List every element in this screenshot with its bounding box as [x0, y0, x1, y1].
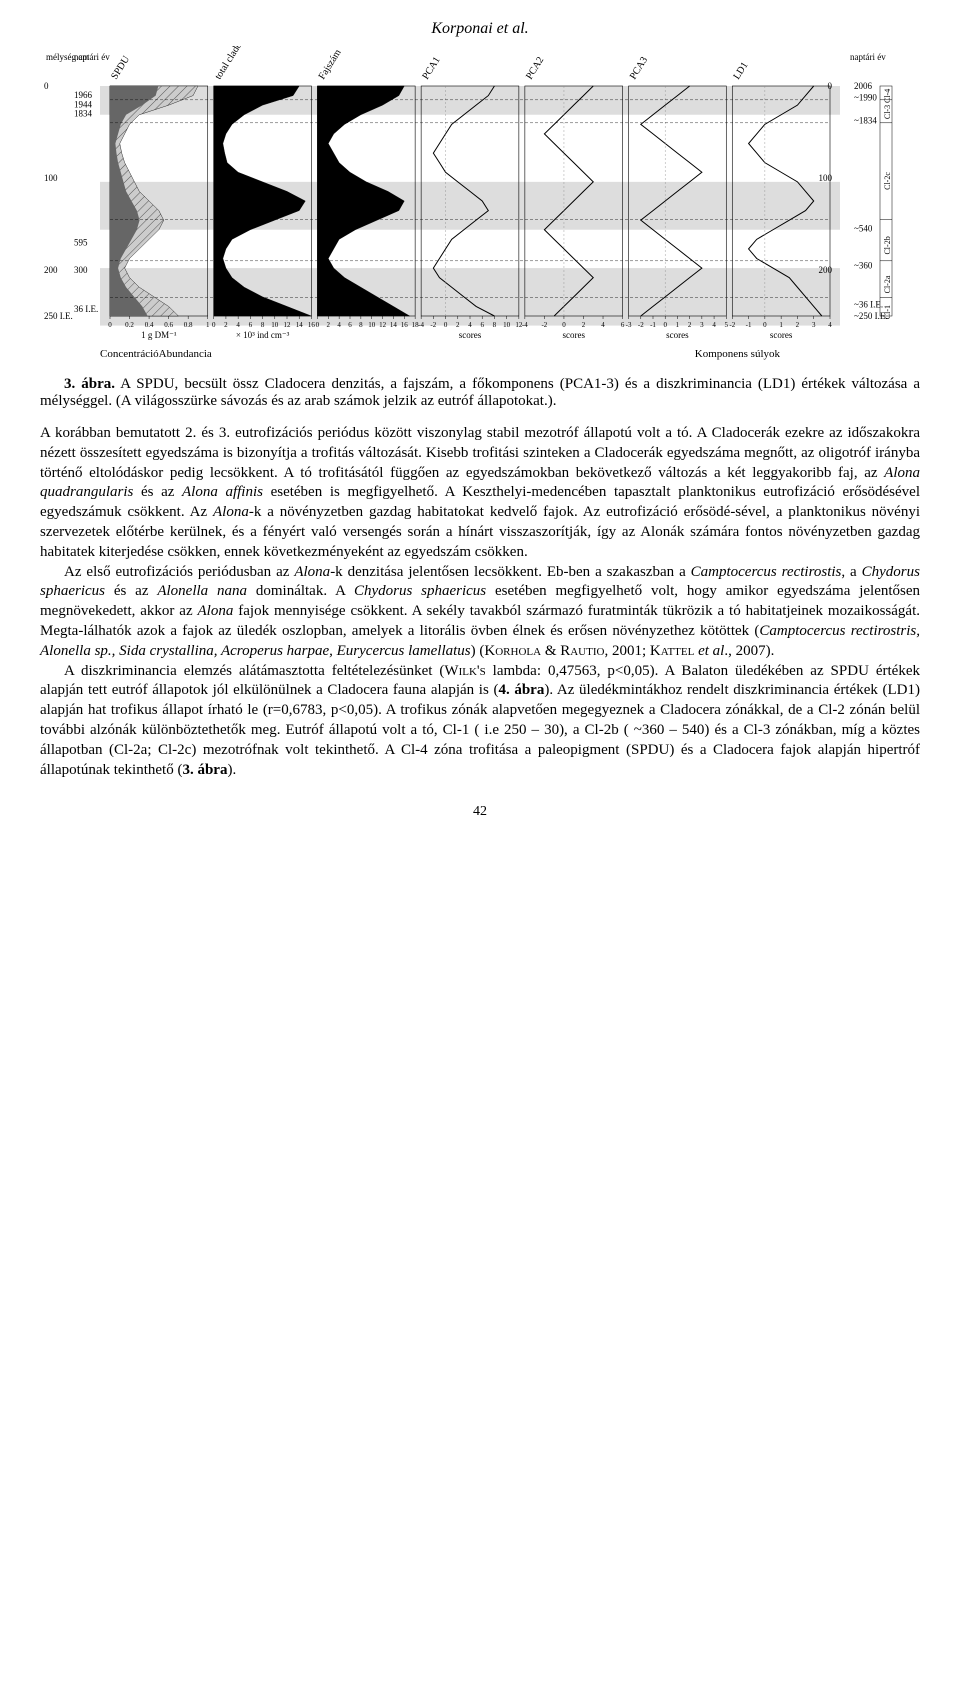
svg-text:4: 4 [601, 321, 605, 329]
svg-text:Cl-4: Cl-4 [883, 89, 892, 103]
svg-text:~540: ~540 [854, 224, 873, 234]
svg-text:2: 2 [327, 321, 331, 329]
svg-text:595: 595 [74, 237, 88, 247]
svg-text:1834: 1834 [74, 109, 93, 119]
svg-text:12: 12 [284, 321, 292, 329]
svg-text:-3: -3 [626, 321, 632, 329]
svg-text:~1990: ~1990 [854, 93, 877, 103]
svg-text:10: 10 [368, 321, 376, 329]
svg-text:scores: scores [459, 330, 482, 340]
svg-text:36 I.E.: 36 I.E. [74, 304, 98, 314]
svg-text:2: 2 [796, 321, 800, 329]
svg-text:10: 10 [271, 321, 279, 329]
svg-text:16: 16 [308, 321, 316, 329]
svg-text:~36 I.E.: ~36 I.E. [854, 300, 883, 310]
svg-text:-4: -4 [522, 321, 528, 329]
paragraph-2: Az első eutrofizációs periódusban az Alo… [40, 563, 920, 662]
svg-text:scores: scores [666, 330, 689, 340]
svg-text:Cl-2a: Cl-2a [883, 275, 892, 293]
svg-text:2: 2 [582, 321, 586, 329]
svg-text:-2: -2 [729, 321, 735, 329]
svg-text:Cl-1: Cl-1 [883, 305, 892, 319]
svg-text:0: 0 [562, 321, 566, 329]
svg-text:12: 12 [379, 321, 387, 329]
stratigraphic-chart: mélység cmnaptári év0100200250 I.E.19661… [40, 46, 920, 360]
svg-text:5: 5 [725, 321, 729, 329]
svg-text:8: 8 [261, 321, 265, 329]
svg-text:4: 4 [828, 321, 832, 329]
svg-text:1 g DM⁻¹: 1 g DM⁻¹ [141, 330, 177, 340]
label-abundance: Abundancia [159, 348, 212, 360]
svg-text:0.4: 0.4 [145, 321, 154, 329]
svg-text:naptári év: naptári év [74, 52, 110, 62]
figure-caption-text: A SPDU, becsült össz Cladocera denzitás,… [40, 376, 920, 409]
svg-text:-1: -1 [650, 321, 656, 329]
svg-text:-2: -2 [638, 321, 644, 329]
svg-text:0.6: 0.6 [164, 321, 173, 329]
svg-text:100: 100 [44, 173, 58, 183]
svg-text:0: 0 [316, 321, 320, 329]
svg-text:8: 8 [359, 321, 363, 329]
svg-text:2: 2 [224, 321, 228, 329]
svg-text:3: 3 [812, 321, 816, 329]
svg-text:6: 6 [621, 321, 625, 329]
svg-text:-1: -1 [746, 321, 752, 329]
svg-text:0: 0 [44, 81, 49, 91]
svg-text:scores: scores [770, 330, 793, 340]
svg-text:14: 14 [296, 321, 304, 329]
svg-text:Cl-2c: Cl-2c [883, 172, 892, 190]
svg-text:0.8: 0.8 [184, 321, 193, 329]
svg-text:6: 6 [480, 321, 484, 329]
svg-text:16: 16 [401, 321, 409, 329]
svg-text:~360: ~360 [854, 260, 873, 270]
paragraph-1: A korábban bemutatott 2. és 3. eutrofizá… [40, 424, 920, 563]
svg-text:0: 0 [212, 321, 216, 329]
figure-label: 3. ábra. [64, 376, 115, 392]
svg-text:~1834: ~1834 [854, 116, 877, 126]
svg-text:1: 1 [206, 321, 210, 329]
svg-text:-2: -2 [430, 321, 436, 329]
svg-text:4: 4 [337, 321, 341, 329]
svg-text:0: 0 [763, 321, 767, 329]
svg-text:scores: scores [562, 330, 585, 340]
page-number: 42 [40, 804, 920, 820]
svg-text:200: 200 [819, 265, 833, 275]
svg-text:100: 100 [819, 173, 833, 183]
svg-text:1: 1 [779, 321, 783, 329]
svg-text:2: 2 [688, 321, 692, 329]
svg-text:2: 2 [456, 321, 460, 329]
svg-text:Cl-2b: Cl-2b [883, 236, 892, 254]
svg-text:0: 0 [444, 321, 448, 329]
svg-text:Cl-3: Cl-3 [883, 105, 892, 119]
svg-text:4: 4 [468, 321, 472, 329]
svg-text:200: 200 [44, 265, 58, 275]
figure-caption: 3. ábra. A SPDU, becsült össz Cladocera … [40, 376, 920, 410]
label-concentration: Concentráció [100, 348, 159, 360]
svg-text:3: 3 [700, 321, 704, 329]
svg-text:4: 4 [712, 321, 716, 329]
svg-text:6: 6 [249, 321, 253, 329]
svg-text:-4: -4 [418, 321, 424, 329]
label-component-weights: Komponens súlyok [695, 348, 780, 360]
svg-text:× 10³ ind cm⁻³: × 10³ ind cm⁻³ [236, 330, 290, 340]
svg-text:0.2: 0.2 [125, 321, 134, 329]
svg-text:2006: 2006 [854, 81, 873, 91]
paragraph-3: A diszkriminancia elemzés alátámasztotta… [40, 662, 920, 781]
svg-text:0: 0 [663, 321, 667, 329]
author-header: Korponai et al. [40, 20, 920, 38]
chart-bottom-row-labels: Concentráció Abundancia Komponens súlyok [40, 346, 920, 360]
svg-text:1: 1 [676, 321, 680, 329]
svg-text:-2: -2 [541, 321, 547, 329]
svg-text:8: 8 [493, 321, 497, 329]
svg-text:naptári év: naptári év [850, 52, 886, 62]
svg-text:6: 6 [348, 321, 352, 329]
svg-text:14: 14 [390, 321, 398, 329]
svg-text:0: 0 [108, 321, 112, 329]
svg-text:300: 300 [74, 265, 88, 275]
svg-text:10: 10 [503, 321, 511, 329]
svg-text:4: 4 [236, 321, 240, 329]
svg-text:250 I.E.: 250 I.E. [44, 311, 73, 321]
